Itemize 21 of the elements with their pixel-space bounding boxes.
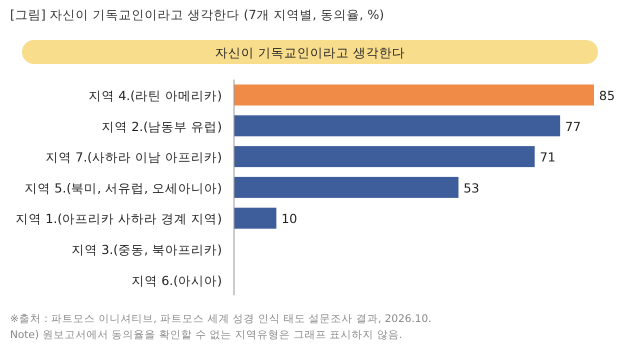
data-label: 10 — [281, 211, 298, 226]
y-tick-label: 지역 6.(아시아) — [131, 272, 222, 288]
bar — [234, 84, 594, 106]
y-tick-label: 지역 4.(라틴 아메리카) — [88, 88, 222, 103]
bar — [234, 208, 276, 229]
chart-subtitle: 자신이 기독교인이라고 생각한다 — [215, 45, 405, 60]
data-label: 53 — [463, 180, 480, 196]
bar — [234, 176, 458, 198]
bar — [234, 146, 535, 168]
chart-title: [그림] 자신이 기독교인이라고 생각한다 (7개 지역별, 동의율, %) — [10, 7, 384, 22]
y-tick-label: 지역 3.(중동, 북아프리카) — [71, 242, 222, 257]
y-tick-label: 지역 2.(남동부 유럽) — [101, 118, 222, 134]
data-label: 85 — [599, 88, 615, 103]
text: Note) 원보고서에서 동의율을 확인할 수 없는 지역유형은 그래프 표시하지 않음. — [10, 329, 402, 341]
y-tick-label: 지역 1.(아프리카 사하라 경계 지역) — [15, 211, 222, 226]
data-label: 71 — [540, 150, 556, 165]
y-tick-label: 지역 7.(사하라 이남 아프리카) — [45, 150, 222, 165]
y-tick-label: 지역 5.(북미, 서유럽, 오세아니아) — [24, 180, 222, 196]
text: ※출처 : 파트모스 이니셔티브, 파트모스 세계 성경 인식 태도 설문조사 결과, 2026.10. — [10, 313, 432, 325]
bar — [234, 115, 560, 136]
data-label: 77 — [565, 118, 582, 134]
